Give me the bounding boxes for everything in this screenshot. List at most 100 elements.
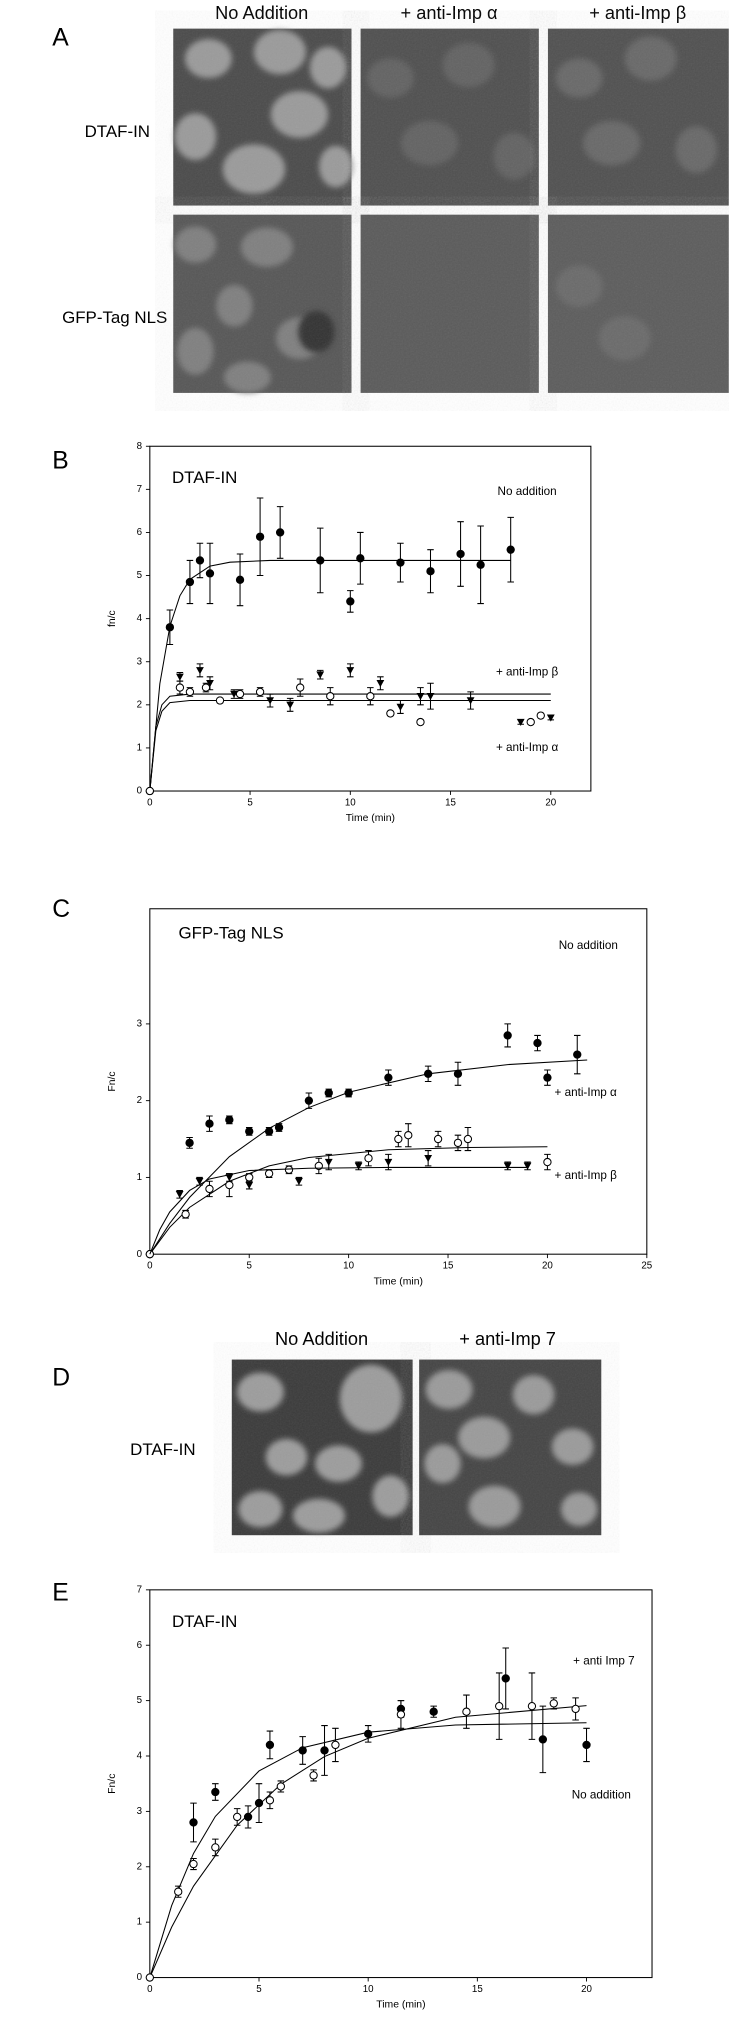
series-label: No addition bbox=[572, 1789, 631, 1802]
data-point bbox=[546, 714, 555, 722]
data-point bbox=[456, 549, 465, 559]
data-point bbox=[424, 1154, 433, 1163]
data-point bbox=[376, 680, 385, 688]
y-tick-label: 5 bbox=[137, 570, 143, 581]
y-tick-label: 1 bbox=[137, 743, 142, 754]
series-label: + anti-Imp α bbox=[496, 741, 559, 754]
data-point bbox=[316, 556, 325, 565]
column-header: + anti-Imp β bbox=[589, 3, 686, 23]
y-tick-label: 0 bbox=[137, 1249, 143, 1260]
row-label: GFP-Tag NLS bbox=[62, 308, 167, 327]
x-tick-label: 20 bbox=[542, 1260, 553, 1271]
data-point bbox=[506, 545, 515, 554]
data-point bbox=[264, 1127, 274, 1136]
data-point bbox=[501, 1674, 510, 1683]
micrograph bbox=[360, 214, 539, 393]
data-point bbox=[235, 689, 245, 699]
y-tick-label: 2 bbox=[137, 1861, 142, 1872]
data-point bbox=[165, 623, 175, 632]
data-point bbox=[462, 1707, 471, 1716]
x-tick-label: 10 bbox=[343, 1260, 354, 1271]
data-point bbox=[346, 667, 355, 675]
y-tick-label: 4 bbox=[137, 613, 143, 624]
panel-letter: B bbox=[52, 447, 68, 474]
data-point bbox=[215, 696, 225, 705]
data-point bbox=[195, 1178, 204, 1186]
micrograph bbox=[419, 1359, 602, 1536]
x-axis-label: Time (min) bbox=[374, 1276, 423, 1287]
column-header: No Addition bbox=[275, 1329, 368, 1349]
data-point bbox=[225, 1115, 234, 1125]
data-point bbox=[344, 1088, 353, 1098]
data-point bbox=[276, 1782, 286, 1791]
x-tick-label: 25 bbox=[641, 1260, 652, 1271]
x-tick-label: 0 bbox=[147, 1260, 153, 1271]
data-point bbox=[174, 1887, 183, 1896]
data-point bbox=[523, 1162, 532, 1170]
data-point bbox=[364, 1154, 373, 1163]
data-point bbox=[571, 1704, 580, 1714]
series-label: + anti-Imp β bbox=[555, 1169, 618, 1182]
data-point bbox=[206, 680, 214, 688]
x-tick-label: 15 bbox=[472, 1984, 483, 1995]
y-tick-label: 0 bbox=[137, 1972, 143, 1983]
data-point bbox=[245, 1127, 254, 1136]
data-point bbox=[364, 1729, 373, 1739]
data-point bbox=[245, 1181, 254, 1190]
data-point bbox=[326, 692, 335, 701]
data-point bbox=[254, 1798, 264, 1808]
fit-curve bbox=[149, 700, 551, 792]
y-tick-label: 2 bbox=[137, 1095, 142, 1106]
micrograph bbox=[547, 28, 729, 206]
data-point bbox=[284, 1165, 294, 1174]
column-header: + anti-Imp α bbox=[401, 3, 498, 23]
data-point bbox=[356, 554, 365, 563]
row-label: DTAF-IN bbox=[85, 122, 150, 141]
data-point bbox=[205, 1119, 214, 1128]
data-point bbox=[384, 1158, 393, 1166]
data-point bbox=[145, 786, 154, 796]
data-point bbox=[145, 1973, 154, 1982]
data-point bbox=[185, 577, 195, 587]
row-label: DTAF-IN bbox=[130, 1440, 195, 1459]
data-point bbox=[205, 1184, 214, 1194]
fit-curve bbox=[149, 559, 511, 792]
data-point bbox=[453, 1138, 463, 1148]
data-point bbox=[396, 1710, 406, 1719]
panel-letter: D bbox=[52, 1365, 70, 1392]
data-point bbox=[503, 1031, 512, 1040]
fit-curve bbox=[149, 1146, 548, 1255]
data-point bbox=[573, 1050, 582, 1059]
fit-curve bbox=[149, 1166, 528, 1255]
data-point bbox=[309, 1771, 318, 1780]
data-point bbox=[201, 683, 211, 692]
data-point bbox=[404, 1131, 413, 1140]
data-point bbox=[386, 709, 395, 718]
data-point bbox=[235, 575, 245, 585]
data-point bbox=[331, 1740, 340, 1750]
chart-title: DTAF-IN bbox=[172, 1612, 237, 1631]
data-point bbox=[354, 1162, 363, 1170]
data-point bbox=[295, 1178, 303, 1186]
y-axis-label: Fn/c bbox=[107, 1774, 118, 1794]
x-axis-label: Time (min) bbox=[376, 2000, 425, 2011]
fit-curve bbox=[149, 693, 551, 792]
data-point bbox=[296, 683, 305, 692]
data-point bbox=[298, 1746, 307, 1755]
micrograph bbox=[173, 28, 353, 206]
plot-frame bbox=[149, 445, 592, 792]
chart-title: DTAF-IN bbox=[172, 468, 237, 487]
data-point bbox=[582, 1740, 591, 1750]
data-point bbox=[538, 1735, 548, 1744]
data-point bbox=[346, 597, 355, 606]
data-point bbox=[304, 1096, 314, 1105]
data-point bbox=[185, 687, 195, 697]
y-tick-label: 3 bbox=[137, 1806, 142, 1817]
x-tick-label: 15 bbox=[445, 797, 456, 808]
data-point bbox=[185, 1138, 194, 1148]
y-tick-label: 1 bbox=[137, 1917, 142, 1928]
series-label: + anti-Imp β bbox=[496, 666, 559, 679]
data-point bbox=[275, 528, 285, 537]
x-tick-label: 5 bbox=[247, 797, 253, 808]
data-point bbox=[233, 1812, 242, 1822]
